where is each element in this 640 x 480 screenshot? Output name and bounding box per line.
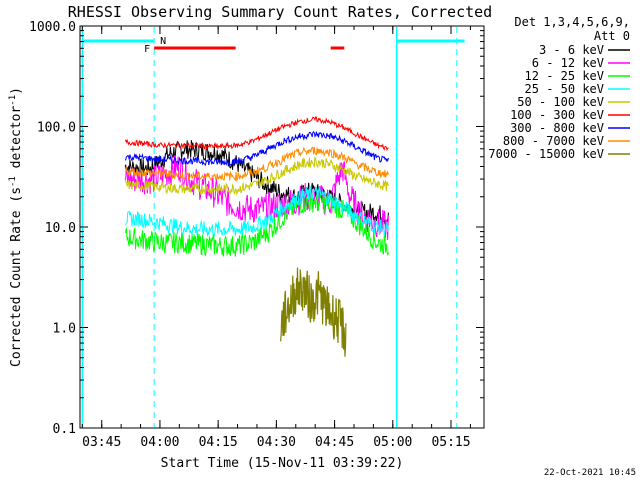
legend-label-5: 100 - 300 keV <box>510 108 604 122</box>
series-line-6 <box>124 131 389 167</box>
y-tick-label: 100.0 <box>37 121 76 136</box>
x-axis-label: Start Time (15-Nov-11 03:39:22) <box>161 456 404 471</box>
x-tick-label: 05:15 <box>431 435 470 450</box>
flag-label-N: N <box>160 36 166 47</box>
y-tick-label: 1000.0 <box>29 20 76 35</box>
legend-label-0: 3 - 6 keV <box>539 43 604 57</box>
series-line-8 <box>279 267 347 357</box>
y-axis: 1000.0 100.0 10.0 1.0 0.1 <box>29 20 484 437</box>
x-tick-label: 05:00 <box>373 435 412 450</box>
legend-label-8: 7000 - 15000 keV <box>488 147 604 161</box>
plot-area: FN <box>81 27 465 427</box>
series-line-7 <box>124 146 389 183</box>
legend-label-7: 800 - 7000 keV <box>503 134 604 148</box>
y-axis-label: Corrected Count Rate (s-1 detector-1) <box>8 87 24 367</box>
flag-label-F: F <box>144 44 150 55</box>
timestamp: 22-Oct-2021 10:45 <box>544 468 636 478</box>
legend-label-6: 300 - 800 keV <box>510 121 604 135</box>
series-line-1 <box>124 155 389 241</box>
series-line-3 <box>124 185 389 237</box>
x-tick-label: 04:30 <box>257 435 296 450</box>
x-tick-label: 04:00 <box>140 435 179 450</box>
series-line-4 <box>124 156 389 196</box>
legend-header-line-2: Att 0 <box>594 29 630 43</box>
series-line-5 <box>125 116 389 152</box>
y-tick-label: 0.1 <box>53 422 76 437</box>
x-tick-label: 03:45 <box>82 435 121 450</box>
legend-label-2: 12 - 25 keV <box>525 69 604 83</box>
legend-label-1: 6 - 12 keV <box>532 56 604 70</box>
y-tick-label: 10.0 <box>45 221 76 236</box>
plot-frame <box>79 25 485 429</box>
x-axis: 03:45 04:00 04:15 04:30 04:45 05:00 05:15 <box>81 26 471 450</box>
legend-label-4: 50 - 100 keV <box>517 95 604 109</box>
x-tick-label: 04:15 <box>199 435 238 450</box>
x-tick-label: 04:45 <box>315 435 354 450</box>
legend-header-line-1: Det 1,3,4,5,6,9, <box>514 15 630 29</box>
y-tick-label: 1.0 <box>53 322 76 337</box>
chart-title: RHESSI Observing Summary Count Rates, Co… <box>68 3 492 21</box>
legend-label-3: 25 - 50 keV <box>525 82 604 96</box>
